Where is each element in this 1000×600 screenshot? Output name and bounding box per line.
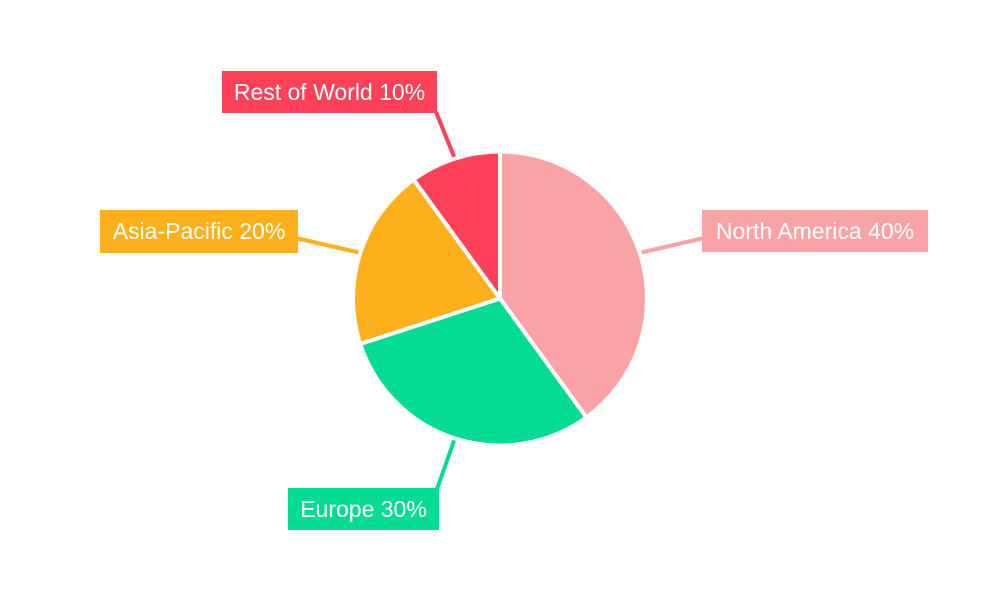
slice-label-rest-of-world: Rest of World 10% bbox=[222, 71, 437, 113]
slice-label-asia-pacific: Asia-Pacific 20% bbox=[100, 210, 298, 253]
slice-label-europe: Europe 30% bbox=[288, 488, 439, 530]
pie-slice-asia-pacific[interactable] bbox=[351, 176, 504, 347]
leader-line-rest-of-world bbox=[434, 111, 457, 160]
pie-slice-europe[interactable] bbox=[357, 296, 590, 448]
leader-line-north-america bbox=[638, 236, 705, 255]
pie-slice-north-america[interactable] bbox=[498, 149, 649, 421]
leader-line-asia-pacific bbox=[295, 236, 362, 255]
leader-line-europe bbox=[435, 437, 457, 490]
slice-label-north-america: North America 40% bbox=[702, 210, 928, 252]
pie-slice-rest-of-world[interactable] bbox=[410, 149, 502, 305]
